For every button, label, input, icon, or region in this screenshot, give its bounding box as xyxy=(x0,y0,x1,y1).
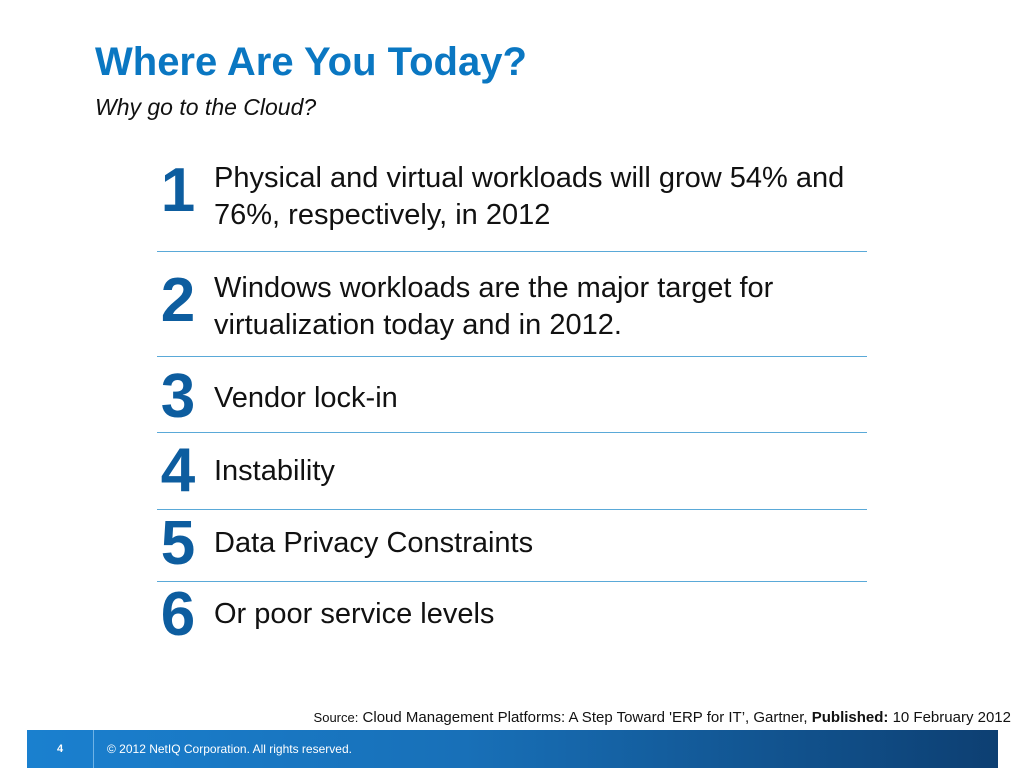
slide-title: Where Are You Today? xyxy=(95,40,527,84)
item-divider xyxy=(157,251,867,252)
item-number: 3 xyxy=(160,362,196,431)
source-label: Source: xyxy=(313,710,359,725)
item-number: 4 xyxy=(160,436,196,505)
page-number: 4 xyxy=(27,730,94,768)
source-text: Cloud Management Platforms: A Step Towar… xyxy=(362,709,808,726)
slide-subtitle: Why go to the Cloud? xyxy=(95,94,317,120)
footer-bar: 4 © 2012 NetIQ Corporation. All rights r… xyxy=(27,730,998,768)
item-text: Instability xyxy=(214,455,335,487)
item-text: Windows workloads are the major target f… xyxy=(214,272,774,341)
item-text: Or poor service levels xyxy=(214,598,495,630)
item-number: 5 xyxy=(160,509,196,578)
source-citation: Source: Cloud Management Platforms: A St… xyxy=(314,709,1011,726)
item-divider xyxy=(157,356,867,357)
item-divider xyxy=(157,581,867,582)
item-text: Vendor lock-in xyxy=(214,382,398,414)
copyright-text: © 2012 NetIQ Corporation. All rights res… xyxy=(107,742,352,756)
item-text: Physical and virtual workloads will grow… xyxy=(214,162,845,231)
item-number: 2 xyxy=(160,266,196,335)
item-text: Data Privacy Constraints xyxy=(214,527,534,559)
published-label: Published: xyxy=(811,709,889,726)
item-number: 6 xyxy=(160,580,196,649)
item-number: 1 xyxy=(160,156,196,225)
published-date: 10 February 2012 xyxy=(892,709,1011,726)
item-divider xyxy=(157,432,867,433)
item-divider xyxy=(157,509,867,510)
